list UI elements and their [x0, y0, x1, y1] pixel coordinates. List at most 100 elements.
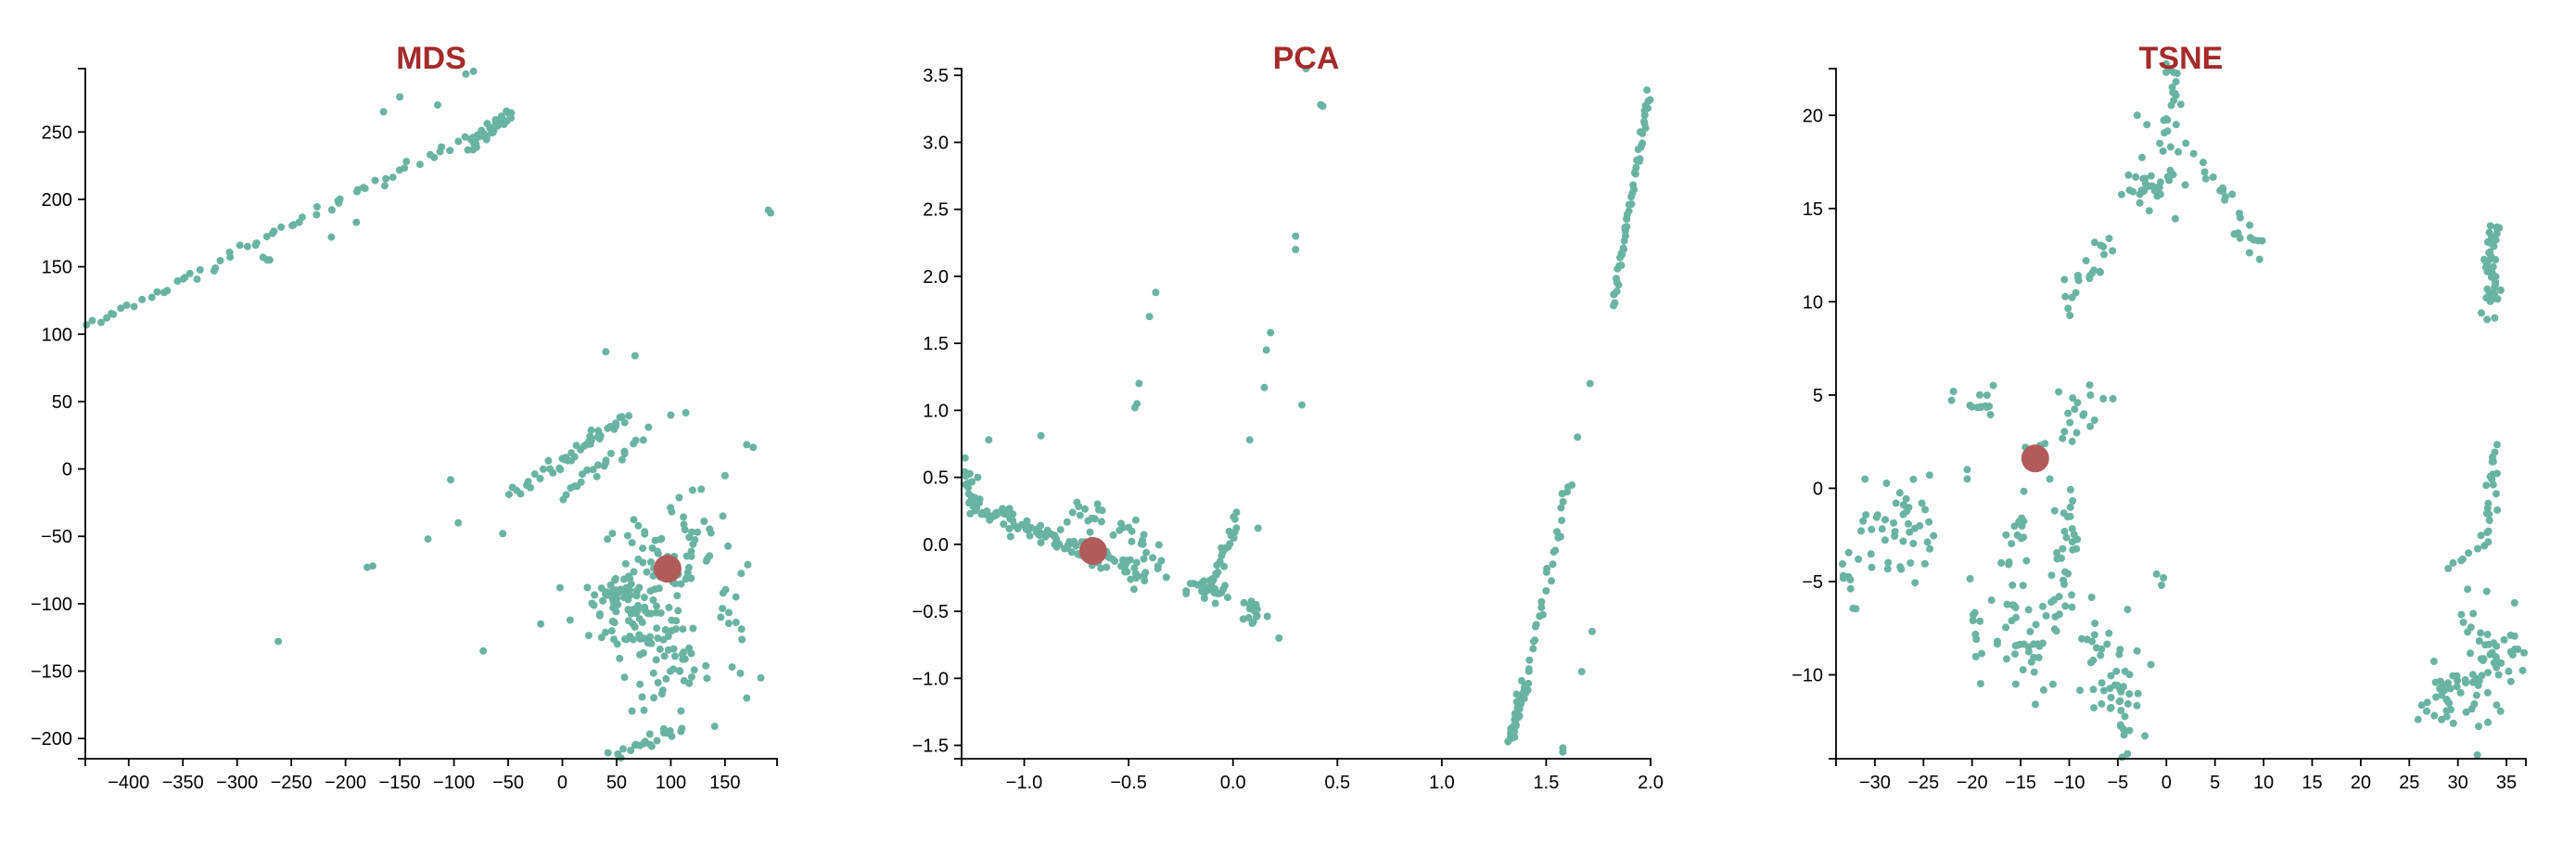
x-tick-label: 150 — [709, 773, 740, 793]
data-point — [544, 456, 553, 465]
data-point — [2423, 698, 2431, 707]
data-point — [2236, 234, 2244, 242]
pca-points — [961, 65, 1654, 756]
data-point — [671, 652, 679, 660]
data-point — [653, 602, 660, 610]
data-point — [361, 185, 369, 193]
data-point — [434, 101, 441, 109]
data-point — [2477, 531, 2485, 540]
data-point — [2002, 655, 2010, 663]
data-point — [216, 257, 224, 264]
data-point — [2064, 409, 2072, 417]
data-point — [732, 619, 740, 626]
data-point — [2066, 418, 2074, 427]
data-point — [2201, 174, 2210, 183]
data-point — [688, 486, 696, 494]
data-point — [2486, 472, 2494, 480]
data-point — [2162, 60, 2170, 68]
data-point — [2147, 172, 2155, 180]
data-point — [469, 67, 478, 75]
data-point — [352, 218, 361, 226]
data-point — [2449, 672, 2457, 680]
data-point — [694, 528, 702, 536]
data-point — [641, 530, 649, 538]
data-point — [612, 422, 619, 430]
data-point — [2493, 490, 2500, 498]
x-tick-label: 15 — [2302, 773, 2322, 793]
data-point — [1636, 157, 1643, 165]
data-point — [677, 707, 685, 715]
data-point — [2030, 640, 2038, 648]
y-tick-label: 10 — [1803, 292, 1823, 313]
data-point — [631, 436, 640, 444]
data-point — [631, 740, 640, 749]
data-point — [697, 485, 706, 493]
data-point — [2090, 238, 2098, 247]
data-point — [1868, 525, 1876, 533]
data-point — [396, 93, 404, 101]
pca-title: PCA — [1273, 41, 1340, 76]
data-point — [1098, 506, 1106, 515]
data-point — [666, 667, 674, 675]
data-point — [1839, 560, 1846, 568]
y-tick-label: 3.0 — [923, 133, 949, 153]
data-point — [680, 648, 688, 657]
data-point — [2442, 707, 2451, 715]
data-point — [2172, 121, 2180, 129]
data-point — [1073, 498, 1081, 506]
data-point — [1262, 346, 1270, 354]
x-tick-label: −15 — [2005, 773, 2036, 793]
data-point — [640, 706, 648, 714]
data-point — [719, 605, 727, 612]
data-point — [2066, 512, 2074, 520]
x-tick-label: 0.0 — [1220, 773, 1246, 793]
data-point — [2116, 721, 2124, 729]
data-point — [2480, 255, 2488, 263]
data-point — [2120, 731, 2128, 739]
data-point — [642, 607, 649, 615]
data-point — [639, 544, 647, 553]
data-point — [153, 288, 161, 296]
data-point — [2048, 680, 2057, 688]
data-point — [2060, 428, 2069, 436]
data-point — [1949, 388, 1958, 395]
data-point — [1639, 139, 1647, 147]
data-point — [1905, 519, 1912, 528]
data-point — [1232, 524, 1241, 532]
data-point — [1006, 532, 1014, 541]
data-point — [1629, 181, 1638, 189]
data-point — [1899, 501, 1907, 509]
data-point — [1890, 519, 1898, 527]
data-point — [211, 264, 220, 272]
data-point — [1511, 712, 1520, 721]
data-point — [2022, 557, 2031, 565]
x-tick-label: −0.5 — [1110, 773, 1146, 793]
data-point — [680, 513, 688, 521]
data-point — [1009, 517, 1017, 525]
data-point — [2107, 694, 2115, 701]
data-point — [2118, 753, 2126, 762]
data-point — [2486, 297, 2494, 305]
data-point — [743, 441, 751, 449]
data-point — [1298, 401, 1306, 409]
data-point — [1210, 589, 1218, 596]
data-point — [1839, 571, 1847, 580]
data-point — [595, 611, 604, 620]
data-point — [627, 747, 635, 755]
data-point — [1211, 599, 1219, 608]
data-point — [2109, 394, 2117, 403]
data-point — [2060, 509, 2068, 518]
data-point — [985, 436, 993, 444]
data-point — [380, 182, 389, 190]
data-point — [2478, 309, 2485, 317]
data-point — [1568, 481, 1576, 489]
data-point — [1223, 594, 1231, 602]
x-tick-label: −200 — [325, 773, 366, 793]
data-point — [1252, 600, 1260, 608]
data-point — [2064, 304, 2072, 313]
data-point — [1000, 509, 1008, 518]
data-point — [2055, 593, 2063, 601]
data-point — [965, 469, 974, 478]
data-point — [657, 690, 666, 698]
data-point — [650, 694, 658, 702]
